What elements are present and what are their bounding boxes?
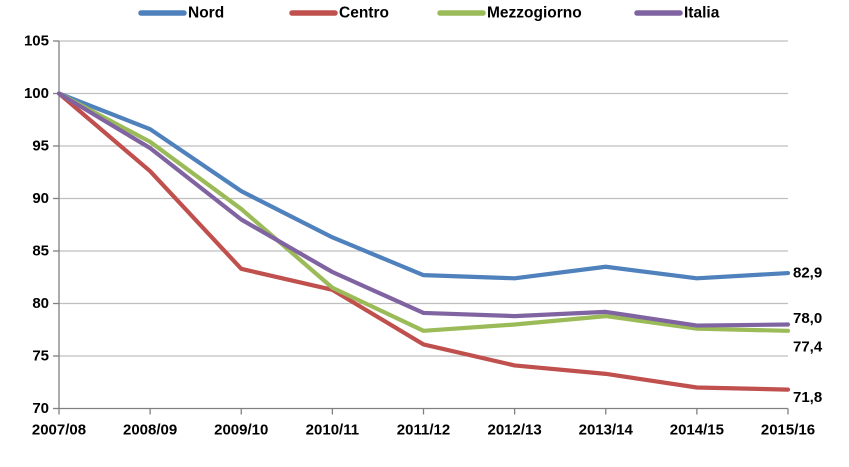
y-tick-label: 70 <box>32 400 49 417</box>
x-tick-label: 2014/15 <box>670 422 724 439</box>
end-value-label-mezzogiorno: 77,4 <box>793 338 823 355</box>
end-value-label-centro: 71,8 <box>793 389 822 406</box>
y-tick-label: 90 <box>32 190 49 207</box>
series-line-nord <box>56 91 791 281</box>
x-tick-label: 2013/14 <box>579 422 634 439</box>
y-tick-label: 75 <box>32 348 49 365</box>
end-value-label-italia: 78,0 <box>793 310 822 327</box>
y-tick-label: 85 <box>32 243 49 260</box>
x-tick-label: 2008/09 <box>123 422 177 439</box>
x-tick-label: 2007/08 <box>32 422 86 439</box>
x-tick-label: 2011/12 <box>397 422 450 439</box>
end-value-label-nord: 82,9 <box>793 265 822 282</box>
series-line-centro <box>56 91 791 392</box>
x-tick-label: 2010/11 <box>306 422 359 439</box>
legend-label-italia: Italia <box>684 5 720 22</box>
series-line-mezzogiorno <box>56 91 791 333</box>
legend-label-mezzogiorno: Mezzogiorno <box>487 5 582 22</box>
y-tick-label: 100 <box>24 85 49 102</box>
series-line-italia <box>56 91 791 328</box>
legend-label-nord: Nord <box>188 5 224 22</box>
legend-label-centro: Centro <box>339 5 389 22</box>
y-tick-label: 105 <box>24 33 49 50</box>
x-tick-label: 2009/10 <box>214 422 268 439</box>
x-tick-label: 2015/16 <box>761 422 815 439</box>
y-tick-label: 95 <box>32 138 49 155</box>
y-tick-label: 80 <box>32 295 49 312</box>
x-tick-label: 2012/13 <box>488 422 542 439</box>
